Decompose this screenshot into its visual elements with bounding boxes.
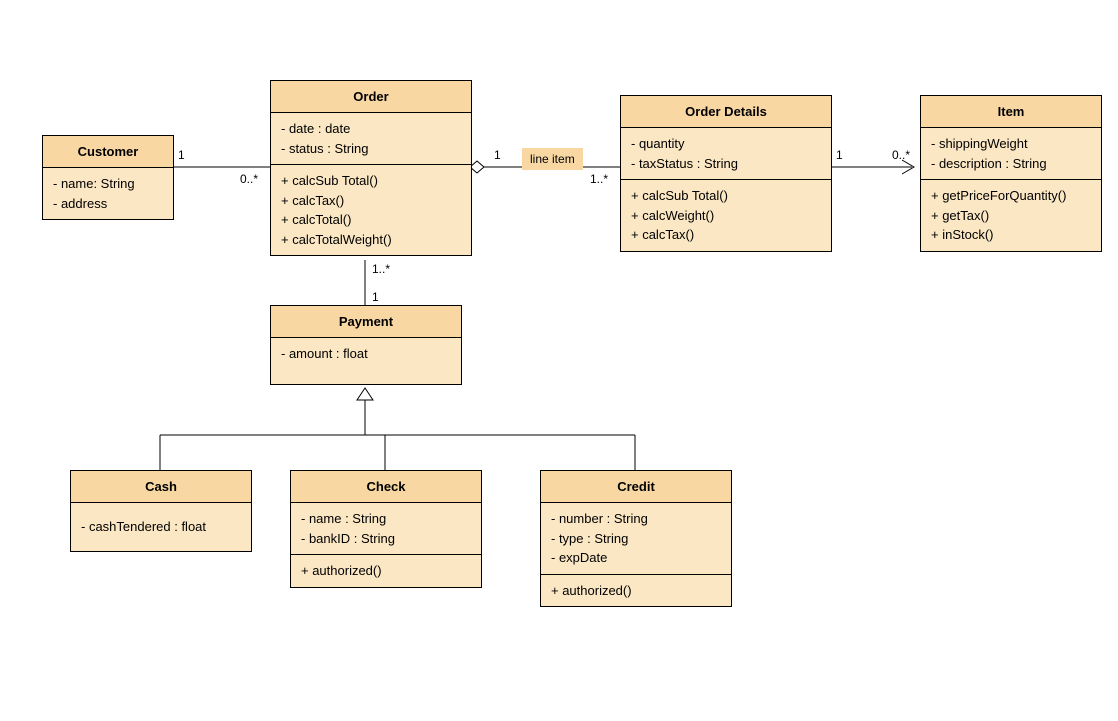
mult-label: 1 <box>836 148 843 162</box>
mult-label: 1 <box>494 148 501 162</box>
attr: - date : date <box>281 119 461 139</box>
class-attrs: - number : String - type : String - expD… <box>541 503 731 575</box>
mult-label: 1..* <box>590 172 608 186</box>
method: + authorized() <box>301 561 471 581</box>
attr: - expDate <box>551 548 721 568</box>
class-title: Payment <box>271 306 461 338</box>
attr: - number : String <box>551 509 721 529</box>
mult-label: 1 <box>178 148 185 162</box>
class-attrs: - quantity - taxStatus : String <box>621 128 831 180</box>
method: + authorized() <box>551 581 721 601</box>
attr: - shippingWeight <box>931 134 1091 154</box>
attr: - quantity <box>631 134 821 154</box>
class-attrs: - shippingWeight - description : String <box>921 128 1101 180</box>
class-title: Credit <box>541 471 731 503</box>
class-order: Order - date : date - status : String + … <box>270 80 472 256</box>
class-payment: Payment - amount : float <box>270 305 462 385</box>
class-title: Order Details <box>621 96 831 128</box>
method: + calcTotalWeight() <box>281 230 461 250</box>
method: + calcSub Total() <box>281 171 461 191</box>
class-attrs: - amount : float <box>271 338 461 384</box>
attr: - bankID : String <box>301 529 471 549</box>
mult-label: 1 <box>372 290 379 304</box>
attr: - name: String <box>53 174 163 194</box>
assoc-label: line item <box>522 148 583 170</box>
attr: - name : String <box>301 509 471 529</box>
mult-label: 0..* <box>240 172 258 186</box>
method: + calcTotal() <box>281 210 461 230</box>
attr: - description : String <box>931 154 1091 174</box>
class-attrs: - name: String - address <box>43 168 173 219</box>
class-methods: + getPriceForQuantity() + getTax() + inS… <box>921 180 1101 251</box>
mult-label: 0..* <box>892 148 910 162</box>
method: + getPriceForQuantity() <box>931 186 1091 206</box>
class-methods: + authorized() <box>541 575 731 607</box>
class-attrs: - name : String - bankID : String <box>291 503 481 555</box>
method: + inStock() <box>931 225 1091 245</box>
attr: - cashTendered : float <box>81 517 241 537</box>
class-credit: Credit - number : String - type : String… <box>540 470 732 607</box>
attr: - address <box>53 194 163 214</box>
attr: - type : String <box>551 529 721 549</box>
attr: - status : String <box>281 139 461 159</box>
class-order-details: Order Details - quantity - taxStatus : S… <box>620 95 832 252</box>
method: + getTax() <box>931 206 1091 226</box>
class-customer: Customer - name: String - address <box>42 135 174 220</box>
class-cash: Cash - cashTendered : float <box>70 470 252 552</box>
method: + calcTax() <box>281 191 461 211</box>
class-title: Order <box>271 81 471 113</box>
class-title: Cash <box>71 471 251 503</box>
class-methods: + calcSub Total() + calcTax() + calcTota… <box>271 165 471 255</box>
class-attrs: - cashTendered : float <box>71 503 251 551</box>
class-check: Check - name : String - bankID : String … <box>290 470 482 588</box>
method: + calcSub Total() <box>631 186 821 206</box>
class-methods: + authorized() <box>291 555 481 587</box>
class-title: Item <box>921 96 1101 128</box>
class-methods: + calcSub Total() + calcWeight() + calcT… <box>621 180 831 251</box>
attr: - amount : float <box>281 344 451 364</box>
class-title: Customer <box>43 136 173 168</box>
method: + calcTax() <box>631 225 821 245</box>
mult-label: 1..* <box>372 262 390 276</box>
class-item: Item - shippingWeight - description : St… <box>920 95 1102 252</box>
method: + calcWeight() <box>631 206 821 226</box>
class-title: Check <box>291 471 481 503</box>
class-attrs: - date : date - status : String <box>271 113 471 165</box>
attr: - taxStatus : String <box>631 154 821 174</box>
